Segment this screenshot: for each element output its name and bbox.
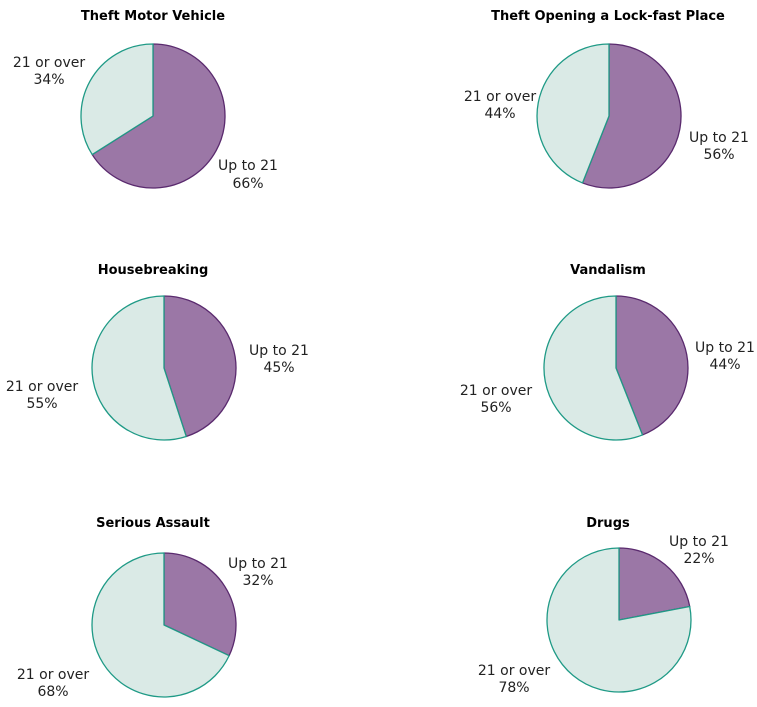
pie-slice-up-to-21 — [615, 295, 689, 436]
pie-slice-up-to-21 — [581, 43, 682, 189]
pie-slice-up-to-21 — [618, 547, 691, 621]
slice-pct-up-to-21: 32% — [242, 573, 273, 589]
slice-pct-21-or-over: 78% — [498, 680, 529, 696]
slice-label-21-or-over: 21 or over — [464, 89, 537, 105]
slice-pct-21-or-over: 34% — [33, 72, 64, 88]
slice-pct-up-to-21: 45% — [263, 360, 294, 376]
slice-label-up-to-21: Up to 21 — [249, 343, 309, 359]
pie-slice-21-or-over — [91, 552, 230, 698]
pie-slice-up-to-21 — [91, 43, 226, 189]
pie-slice-21-or-over — [536, 43, 610, 184]
pie-chart-theft-motor-vehicle: Theft Motor Vehicle Up to 21 66% 21 or o… — [13, 9, 278, 192]
pie-chart-housebreaking: Housebreaking Up to 21 45% 21 or over 55… — [6, 263, 309, 441]
chart-title: Drugs — [586, 516, 630, 531]
slice-pct-up-to-21: 22% — [683, 551, 714, 567]
chart-title: Vandalism — [570, 263, 646, 278]
slice-label-up-to-21: Up to 21 — [218, 158, 278, 174]
slice-label-21-or-over: 21 or over — [460, 383, 533, 399]
pie-slice-21-or-over — [543, 295, 644, 441]
slice-pct-21-or-over: 55% — [26, 396, 57, 412]
slice-label-21-or-over: 21 or over — [13, 55, 86, 71]
chart-title: Serious Assault — [96, 516, 210, 531]
pie-chart-theft-opening-lock-fast-place: Theft Opening a Lock-fast Place Up to 21… — [464, 9, 749, 189]
slice-label-21-or-over: 21 or over — [478, 663, 551, 679]
slice-pct-21-or-over: 56% — [480, 400, 511, 416]
slice-label-up-to-21: Up to 21 — [695, 340, 755, 356]
slice-label-up-to-21: Up to 21 — [669, 534, 729, 550]
pie-slice-up-to-21 — [163, 295, 237, 438]
slice-label-21-or-over: 21 or over — [17, 667, 90, 683]
chart-title: Theft Opening a Lock-fast Place — [491, 9, 725, 24]
slice-pct-21-or-over: 68% — [37, 684, 68, 700]
pie-chart-drugs: Drugs Up to 21 22% 21 or over 78% — [478, 516, 729, 696]
pie-chart-serious-assault: Serious Assault Up to 21 32% 21 or over … — [17, 516, 288, 700]
slice-label-up-to-21: Up to 21 — [228, 556, 288, 572]
pie-slice-21-or-over — [91, 295, 187, 441]
slice-pct-21-or-over: 44% — [484, 106, 515, 122]
chart-title: Housebreaking — [98, 263, 209, 278]
slice-pct-up-to-21: 44% — [709, 357, 740, 373]
pie-slice-21-or-over — [80, 43, 154, 156]
chart-title: Theft Motor Vehicle — [81, 9, 225, 24]
slice-label-up-to-21: Up to 21 — [689, 130, 749, 146]
slice-label-21-or-over: 21 or over — [6, 379, 79, 395]
pie-chart-vandalism: Vandalism Up to 21 44% 21 or over 56% — [460, 263, 755, 441]
slice-pct-up-to-21: 56% — [703, 147, 734, 163]
slice-pct-up-to-21: 66% — [232, 176, 263, 192]
pie-slice-up-to-21 — [163, 552, 237, 657]
pie-slice-21-or-over — [546, 547, 692, 693]
